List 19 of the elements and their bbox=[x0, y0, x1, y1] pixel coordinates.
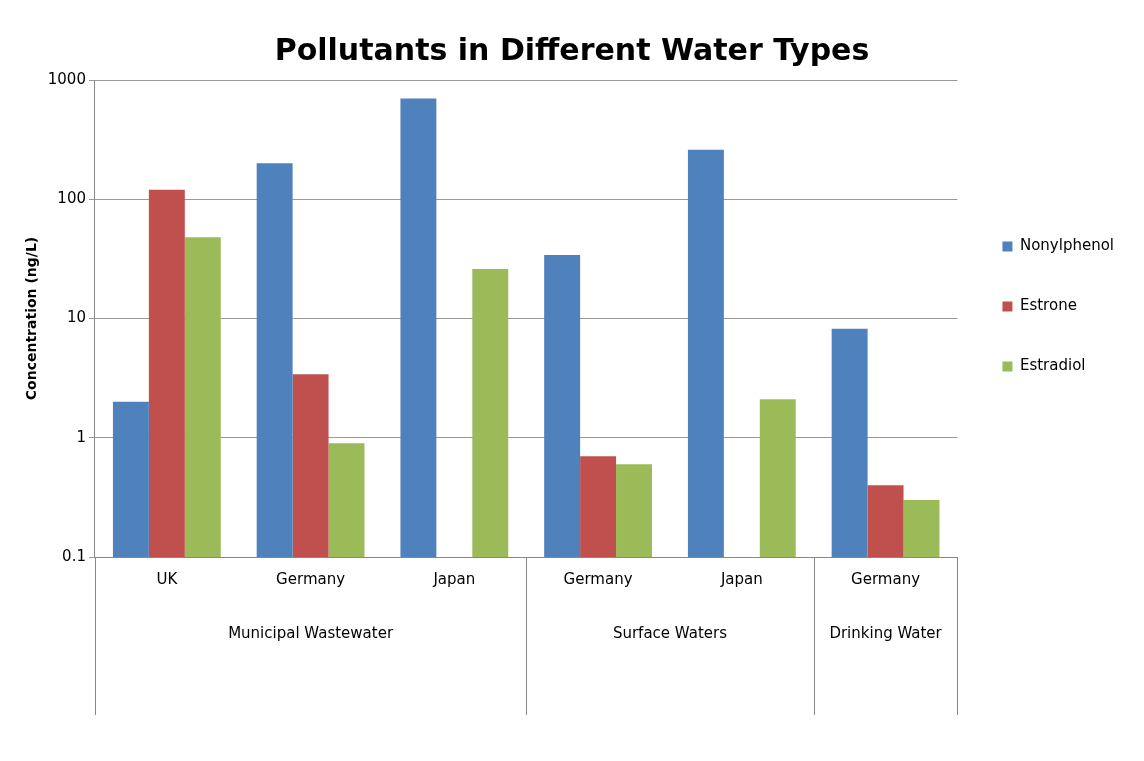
chart-title: Pollutants in Different Water Types bbox=[274, 31, 870, 67]
y-tick-label: 1000 bbox=[47, 69, 86, 88]
x-tick-label: Japan bbox=[719, 569, 763, 588]
legend-label: Estrone bbox=[1019, 296, 1077, 315]
y-tick-label: 0.1 bbox=[62, 546, 86, 565]
y-tick-label: 10 bbox=[66, 308, 86, 327]
legend-label: Nonylphenol bbox=[1019, 236, 1114, 255]
x-tick-label: Japan bbox=[432, 569, 476, 588]
x-tick-label: Germany bbox=[851, 569, 921, 588]
text: Drinking Water bbox=[829, 623, 943, 642]
x-tick-label: Germany bbox=[276, 569, 346, 588]
y-axis-title: Concentration (ng/L) bbox=[23, 236, 40, 401]
x-tick-label: UK bbox=[156, 569, 179, 588]
text: Surface Waters bbox=[612, 623, 728, 642]
text: Municipal Wastewater bbox=[228, 623, 394, 642]
legend-label: Estradiol bbox=[1019, 356, 1086, 375]
y-tick-label: 100 bbox=[57, 189, 86, 208]
x-tick-label: Germany bbox=[563, 569, 633, 588]
y-tick-label: 1 bbox=[76, 427, 86, 446]
